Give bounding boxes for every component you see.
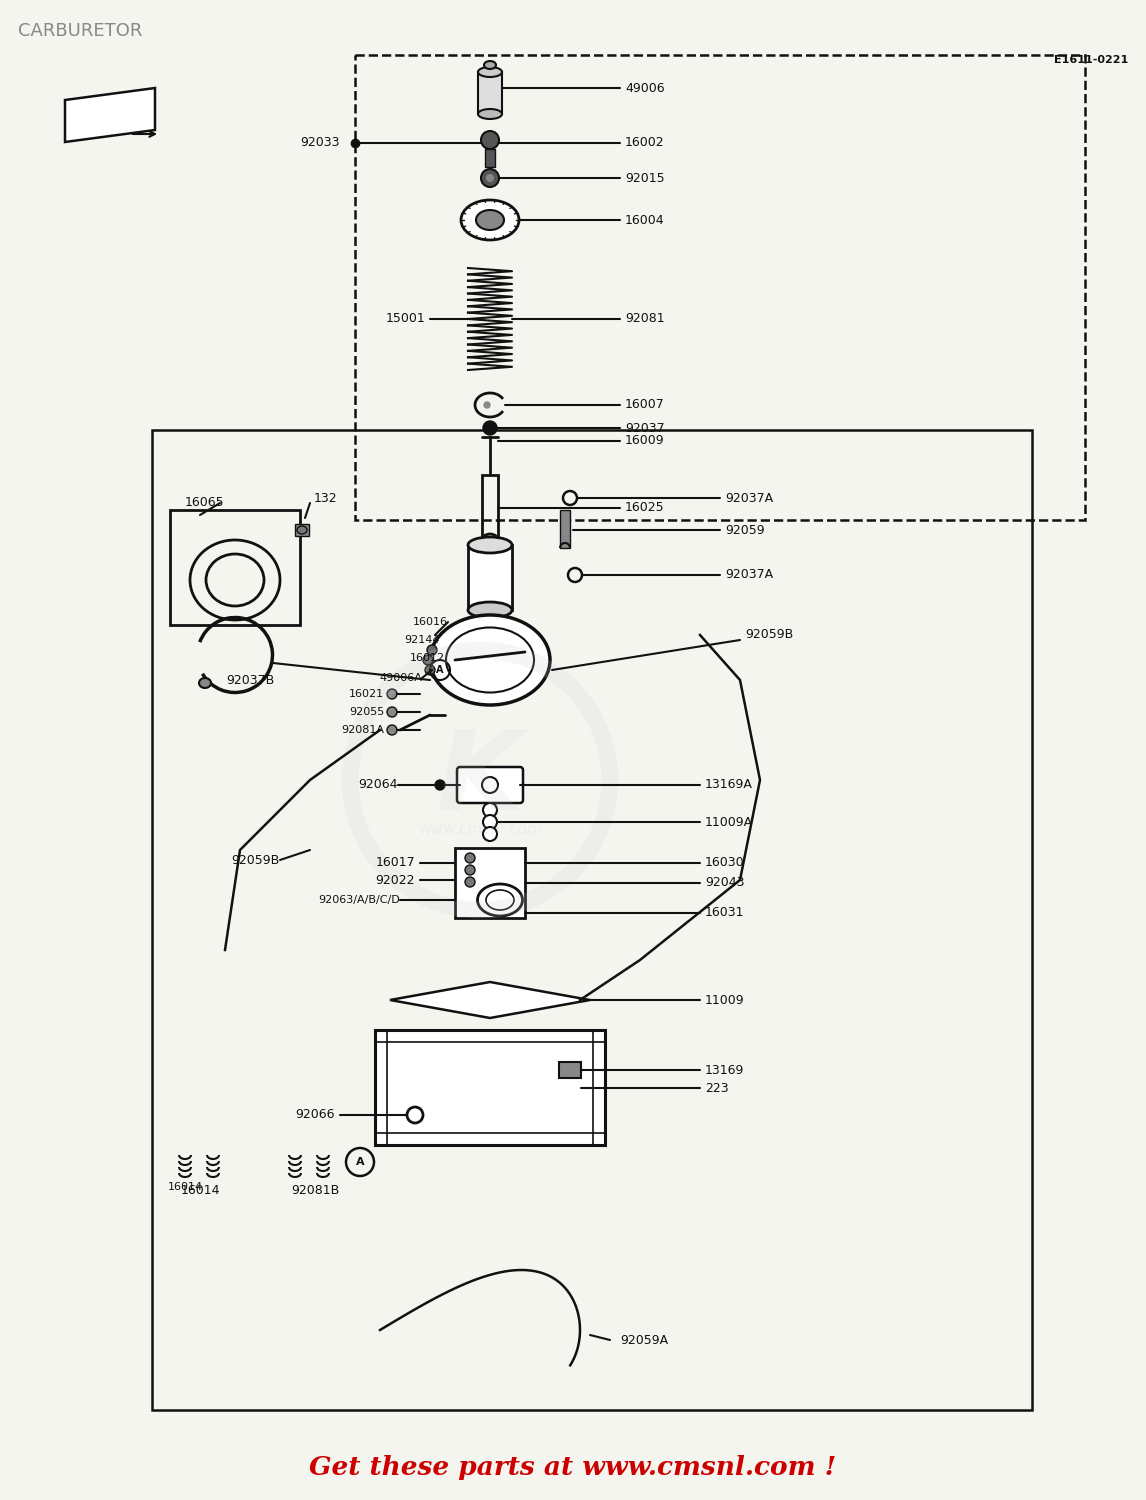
Text: 92066: 92066	[296, 1108, 335, 1122]
Bar	[455, 847, 525, 918]
Circle shape	[423, 656, 433, 664]
Text: 16030: 16030	[705, 856, 745, 870]
Bar	[375, 1030, 605, 1144]
Bar	[478, 72, 502, 114]
Text: 49006A: 49006A	[379, 674, 422, 682]
Circle shape	[482, 422, 497, 435]
Circle shape	[425, 664, 435, 675]
Ellipse shape	[199, 678, 211, 688]
Polygon shape	[65, 88, 155, 142]
Text: 11009A: 11009A	[705, 816, 753, 828]
Bar	[559, 1062, 581, 1078]
Text: 92037B: 92037B	[226, 674, 274, 687]
Text: 16012: 16012	[410, 652, 445, 663]
Text: 49006: 49006	[625, 81, 665, 94]
Bar	[482, 476, 499, 540]
Text: 92081: 92081	[625, 312, 665, 326]
Circle shape	[486, 174, 494, 182]
Text: 92059A: 92059A	[620, 1334, 668, 1347]
Bar	[355, 56, 1085, 520]
Text: 16031: 16031	[705, 906, 745, 920]
Text: 16009: 16009	[625, 435, 665, 447]
Ellipse shape	[478, 884, 523, 916]
Text: 92033: 92033	[300, 136, 340, 150]
Text: A: A	[355, 1156, 364, 1167]
Circle shape	[465, 878, 474, 886]
Ellipse shape	[481, 130, 499, 148]
Text: 13169A: 13169A	[705, 778, 753, 792]
Text: 16021: 16021	[348, 688, 384, 699]
Text: 16002: 16002	[625, 136, 665, 150]
Text: 92081B: 92081B	[291, 1184, 339, 1197]
Text: www.cmsnl.com: www.cmsnl.com	[418, 822, 542, 837]
Text: 16014: 16014	[167, 1182, 203, 1192]
Text: 13169: 13169	[705, 1064, 745, 1077]
Ellipse shape	[461, 200, 519, 240]
Circle shape	[482, 802, 497, 818]
Text: FRONT: FRONT	[86, 108, 134, 122]
Circle shape	[465, 865, 474, 874]
Ellipse shape	[297, 526, 307, 534]
Ellipse shape	[478, 110, 502, 118]
Text: 16014: 16014	[180, 1184, 220, 1197]
Text: 92064: 92064	[359, 778, 398, 792]
Text: 16065: 16065	[185, 495, 225, 508]
Text: 16004: 16004	[625, 213, 665, 226]
Text: E1611-0221: E1611-0221	[1054, 56, 1128, 64]
Text: 11009: 11009	[705, 993, 745, 1006]
Text: 92081A: 92081A	[342, 724, 384, 735]
Text: Get these parts at www.cmsnl.com !: Get these parts at www.cmsnl.com !	[309, 1455, 837, 1480]
Circle shape	[387, 724, 397, 735]
Circle shape	[481, 170, 499, 188]
Ellipse shape	[478, 68, 502, 76]
Ellipse shape	[484, 62, 496, 69]
Circle shape	[387, 688, 397, 699]
Text: 92063/A/B/C/D: 92063/A/B/C/D	[319, 896, 400, 904]
Bar	[170, 510, 300, 626]
Text: 16017: 16017	[376, 856, 415, 870]
Text: 16016: 16016	[413, 616, 448, 627]
Circle shape	[482, 827, 497, 842]
Text: 92144: 92144	[405, 634, 440, 645]
Text: 92059B: 92059B	[745, 628, 793, 642]
Text: 223: 223	[705, 1082, 729, 1095]
Circle shape	[465, 853, 474, 862]
Text: 15001: 15001	[385, 312, 425, 326]
Text: K: K	[437, 726, 523, 834]
Circle shape	[427, 645, 437, 656]
Text: 16007: 16007	[625, 399, 665, 411]
Text: A: A	[437, 664, 444, 675]
Ellipse shape	[476, 210, 504, 230]
Text: 92022: 92022	[376, 873, 415, 886]
Text: 92037: 92037	[625, 422, 665, 435]
Text: 92015: 92015	[625, 171, 665, 184]
Text: 92043: 92043	[705, 876, 745, 890]
Ellipse shape	[446, 627, 534, 693]
Ellipse shape	[468, 602, 512, 618]
Ellipse shape	[468, 537, 512, 554]
Circle shape	[484, 402, 490, 408]
Bar	[485, 148, 495, 166]
Text: CARBURETOR: CARBURETOR	[18, 22, 142, 40]
Ellipse shape	[430, 615, 550, 705]
Bar	[152, 430, 1033, 1410]
FancyBboxPatch shape	[457, 766, 523, 802]
Text: 92059B: 92059B	[231, 853, 280, 867]
Text: 92037A: 92037A	[725, 492, 774, 504]
Circle shape	[482, 815, 497, 830]
Text: 92055: 92055	[348, 706, 384, 717]
Circle shape	[435, 780, 445, 790]
Text: 92059: 92059	[725, 524, 764, 537]
Bar	[560, 510, 570, 548]
Text: 92037A: 92037A	[725, 568, 774, 582]
Text: 132: 132	[314, 492, 338, 504]
Polygon shape	[390, 982, 590, 1018]
Circle shape	[387, 706, 397, 717]
Bar	[468, 544, 512, 610]
Bar	[295, 524, 309, 536]
Text: 16025: 16025	[625, 501, 665, 515]
